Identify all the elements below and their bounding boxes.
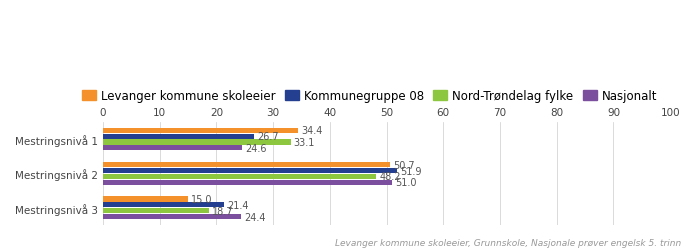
Bar [103,134,254,139]
Bar [103,214,241,219]
Bar [103,180,392,185]
Bar [103,162,391,168]
Text: 26.7: 26.7 [257,132,279,141]
Bar [103,146,243,151]
Text: 50.7: 50.7 [393,160,415,170]
Text: 34.4: 34.4 [301,126,322,136]
Bar [103,202,224,207]
Bar [103,174,376,179]
Text: 33.1: 33.1 [293,138,315,147]
Bar [103,128,298,133]
Legend: Levanger kommune skoleeier, Kommunegruppe 08, Nord-Trøndelag fylke, Nasjonalt: Levanger kommune skoleeier, Kommunegrupp… [77,85,662,108]
Text: 48.2: 48.2 [379,172,400,181]
Text: Levanger kommune skoleeier, Grunnskole, Nasjonale prøver engelsk 5. trinn: Levanger kommune skoleeier, Grunnskole, … [335,238,681,248]
Text: 18.7: 18.7 [212,206,234,216]
Text: 21.4: 21.4 [227,200,249,210]
Bar [103,197,188,202]
Text: 51.0: 51.0 [395,178,416,188]
Text: 24.6: 24.6 [245,143,267,153]
Bar [103,208,209,214]
Bar [103,140,291,145]
Text: 24.4: 24.4 [244,212,265,222]
Text: 15.0: 15.0 [191,194,212,204]
Text: 51.9: 51.9 [400,166,422,176]
Bar [103,168,398,173]
